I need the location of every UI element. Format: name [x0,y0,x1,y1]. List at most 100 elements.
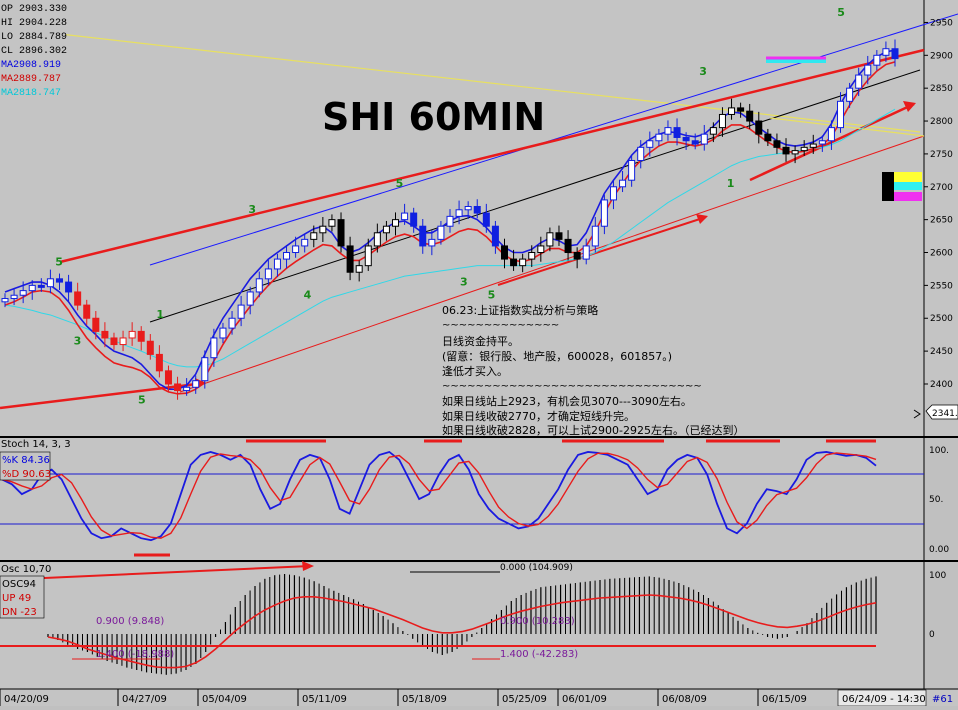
candle-body [519,258,527,267]
chart-title: SHI 60MIN [322,95,545,139]
candle-body [228,317,236,329]
annotation-line: 如果日线站上2923，有机会见3070---3090左右。 [442,394,692,408]
arrow-head-2 [696,214,708,224]
candle-body [628,159,636,181]
candle-body [582,245,590,260]
trendline-red-bottom [0,381,206,410]
candle-body [818,140,826,145]
candle-body [301,238,309,247]
price-axis-ticks: 2950 2900 2850 2800 2750 2700 2650 2600 2550 2500… [924,18,953,390]
annotation-line: 日线资金持平。 [442,334,519,348]
candle-body [700,133,708,145]
candle-body [664,127,672,135]
osc-up-label: UP 49 [2,593,31,604]
candle-body [755,120,763,135]
candle-body [55,278,63,283]
candle-body [119,337,127,346]
osc-legend: Osc 10,70 OSC94 UP 49 DN -23 [0,563,54,619]
ohlc-ma-cyan: MA2818.747 [1,88,61,99]
candle-body [891,48,899,60]
trendline-red-lower-thin [179,135,925,393]
candle-body [510,258,518,267]
candle-body [364,245,372,267]
wave-label: 4 [304,289,312,302]
candle-body [637,146,645,161]
price-tick-label: 2600 [930,249,953,259]
annotation-line: 如果日线收破2770，才确定短线升完。 [442,409,635,423]
candle-body [809,143,817,148]
candle-body [65,281,73,293]
trendline-yellow [59,33,921,133]
candle-body [455,209,463,217]
candle-body [564,238,572,254]
osc-top-label: 0.000 (104.909) [500,563,573,573]
wave-label: 3 [248,203,256,216]
candle-body [337,219,345,247]
wave-label: 1 [156,308,164,321]
ohlc-ma-blue: MA2908.919 [1,60,61,71]
candle-body [419,225,427,247]
candle-body [800,146,808,152]
trendline-red-upper [59,48,925,264]
candle-body [110,337,118,346]
stoch-k-label: %K 84.36 [2,455,50,466]
stoch-tick-100: 100. [929,446,949,456]
current-date-label: 06/24/09 - 14:30 [842,694,926,705]
candle-body [837,100,845,129]
candle-body [255,278,263,293]
candle-body [746,110,754,122]
annotation-title: 06.23:上证指数实战分析与策略 [442,303,598,317]
candle-body [673,127,681,138]
ma-cyan-line [4,108,896,368]
arrow-head-3 [903,101,916,112]
candle-body [473,205,481,214]
candle-body [183,386,191,392]
price-tick-label: 2850 [930,84,953,94]
legend-block-cyan [882,182,922,190]
trendline-yellow-right [769,117,925,137]
price-tick-label: 2750 [930,150,953,160]
ohlc-close: CL 2896.302 [1,46,67,57]
candle-body [210,337,218,359]
osc-title: Osc 10,70 [1,564,51,575]
wave-labels: 5 3 5 1 3 4 5 3 5 3 1 5 [55,6,845,407]
wave-label: 5 [55,256,63,269]
osc-level-lower-label: 1.400 (-18.988) [96,649,174,660]
candle-body [718,113,726,129]
candle-body [410,212,418,227]
candle-body [873,54,881,66]
candle-body [283,252,291,260]
osc-arrow-head-icon [302,561,314,571]
stoch-tick-50: 50. [929,495,943,505]
candle-body [500,245,508,260]
price-tick-label: 2650 [930,216,953,226]
annotation-line: 逢低才买入。 [442,364,508,378]
candle-body [537,245,545,254]
price-tick-label: 2400 [930,380,953,390]
legend-block-black [882,172,894,201]
wave-label: 3 [699,65,707,78]
candle-body [10,294,18,300]
date-label: 05/04/09 [202,694,247,705]
price-tick-label: 2700 [930,183,953,193]
date-label: 06/01/09 [562,694,607,705]
stoch-lines [1,450,877,542]
candle-body [446,215,454,227]
bar-id-label: #61 [932,694,953,705]
price-tick-label: 2900 [930,51,953,61]
osc-label: OSC94 [2,579,36,590]
legend-block-magenta [882,192,922,201]
candle-body [1,298,9,303]
ohlc-high: HI 2904.228 [1,18,67,29]
candle-body [355,265,363,273]
ohlc-ma-red: MA2889.787 [1,74,61,85]
last-price-label: 2341. [932,409,958,419]
wave-label: 3 [460,275,468,288]
stoch-title: Stoch 14, 3, 3 [1,439,71,450]
candle-body [709,127,717,135]
candle-body [219,327,227,339]
date-axis-bg [0,689,958,706]
wave-label: 5 [837,6,845,19]
candle-body [192,380,200,388]
